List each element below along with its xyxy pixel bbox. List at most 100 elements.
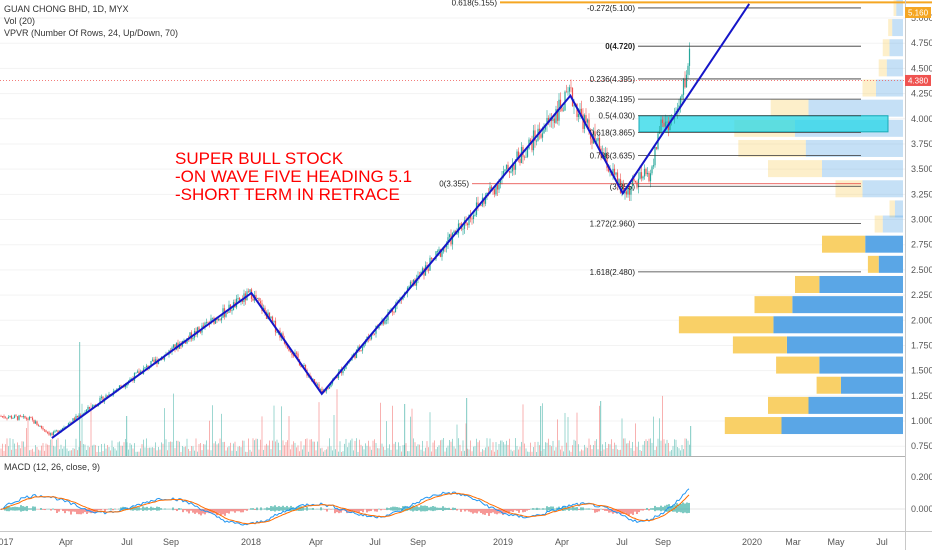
candle-body [4, 417, 7, 419]
macd-histogram-bar [628, 509, 630, 516]
volume-bar [476, 438, 477, 456]
time-tick-label: Sep [410, 537, 426, 547]
vpvr-down-bar [889, 200, 895, 218]
candle-body [640, 172, 643, 179]
volume-bar [173, 393, 174, 456]
volume-bar [389, 444, 390, 456]
volume-bar [608, 443, 609, 456]
candle-body [609, 171, 611, 173]
volume-bar [203, 444, 204, 456]
volume-bar [623, 438, 624, 456]
candle-body [471, 218, 473, 220]
volume-bar [270, 449, 272, 456]
volume-bar [530, 442, 531, 456]
candle-body [202, 325, 205, 328]
vpvr-down-bar [882, 39, 890, 57]
macd-histogram-bar [8, 505, 10, 512]
time-tick-label: Mar [785, 537, 801, 547]
volume-bar [447, 445, 449, 456]
candle-body [192, 337, 194, 340]
vpvr-up-bar [886, 59, 903, 77]
volume-bar [312, 441, 314, 456]
volume-bar [539, 445, 540, 456]
candle-body [87, 406, 89, 410]
fib-level-label: (3.355) [610, 182, 636, 191]
macd-histogram-bar [100, 509, 102, 511]
volume-bar [503, 442, 504, 456]
candle-body [651, 166, 653, 174]
fib-level-label: 0.618(3.865) [590, 128, 636, 137]
macd-histogram-bar [676, 503, 678, 513]
candle-body [666, 121, 668, 123]
volume-bar [644, 441, 645, 456]
volume-bar [437, 446, 438, 456]
macd-histogram-bar [380, 509, 382, 511]
macd-histogram-bar [192, 509, 194, 513]
macd-histogram-bar [316, 508, 318, 510]
macd-histogram-bar [538, 508, 540, 510]
macd-histogram-bar [182, 509, 184, 513]
candle-body [57, 430, 59, 433]
volume-bar [237, 446, 239, 456]
price-tick-label: 4.250 [911, 89, 932, 99]
volume-bar [93, 444, 95, 456]
wave-polyline [51, 3, 751, 439]
volume-bar [567, 417, 569, 456]
volume-bar [360, 444, 362, 456]
volume-bar [75, 438, 77, 456]
vpvr-up-bar [805, 139, 903, 157]
macd-histogram-bar [24, 506, 26, 511]
candle-body [477, 202, 479, 205]
volume-bar [546, 442, 548, 456]
macd-histogram-bar [396, 507, 398, 511]
candle-body [217, 319, 220, 321]
macd-histogram-bar [616, 509, 618, 514]
volume-bar [359, 439, 360, 456]
macd-histogram-bar [498, 509, 500, 514]
volume-bar [557, 419, 558, 456]
macd-histogram-bar [484, 509, 486, 515]
volume-bar [527, 451, 528, 456]
macd-histogram-bar [386, 507, 388, 511]
volume-bar [36, 447, 38, 456]
macd-histogram-bar [98, 509, 100, 510]
candle-body [625, 191, 628, 195]
time-tick-label: 2020 [742, 537, 762, 547]
volume-bar [483, 450, 485, 456]
volume-bar [369, 446, 371, 456]
volume-bar [461, 451, 462, 456]
candle-body [652, 165, 655, 167]
top-price-badge-text: 5.160 [908, 9, 929, 18]
volume-bar [398, 442, 399, 456]
price-tick-label: 0.750 [911, 441, 932, 451]
volume-bar [84, 444, 86, 456]
volume-bar [471, 451, 473, 456]
candle-body [85, 409, 88, 413]
candle-body [621, 184, 623, 194]
volume-bar [278, 442, 279, 456]
candle-body [40, 425, 43, 428]
current-price-badge: 4.380 [905, 74, 931, 86]
volume-bar [464, 450, 465, 456]
candle-body [510, 171, 512, 173]
volume-bar [453, 446, 455, 456]
volume-bar [347, 447, 348, 456]
volume-bar [249, 449, 251, 456]
vpvr-down-bar [874, 215, 883, 233]
volume-bar [561, 445, 563, 456]
time-axis[interactable]: 017 Apr Jul Sep 2018 Apr Jul Sep 2019 Apr Jul Sep 20… [0, 537, 888, 547]
volume-bar [284, 445, 285, 456]
volume-bar [108, 447, 110, 456]
volume-bar [122, 445, 123, 456]
volume-bar [344, 443, 345, 456]
candle-body [174, 344, 176, 350]
volume-bar [246, 451, 248, 456]
volume-bar [200, 443, 201, 456]
volume-bar [174, 448, 176, 456]
macd-histogram-bar [140, 508, 142, 510]
volume-bar [512, 451, 513, 456]
candle-body [562, 110, 565, 112]
candle-body [73, 418, 76, 421]
candle-body [408, 286, 410, 288]
